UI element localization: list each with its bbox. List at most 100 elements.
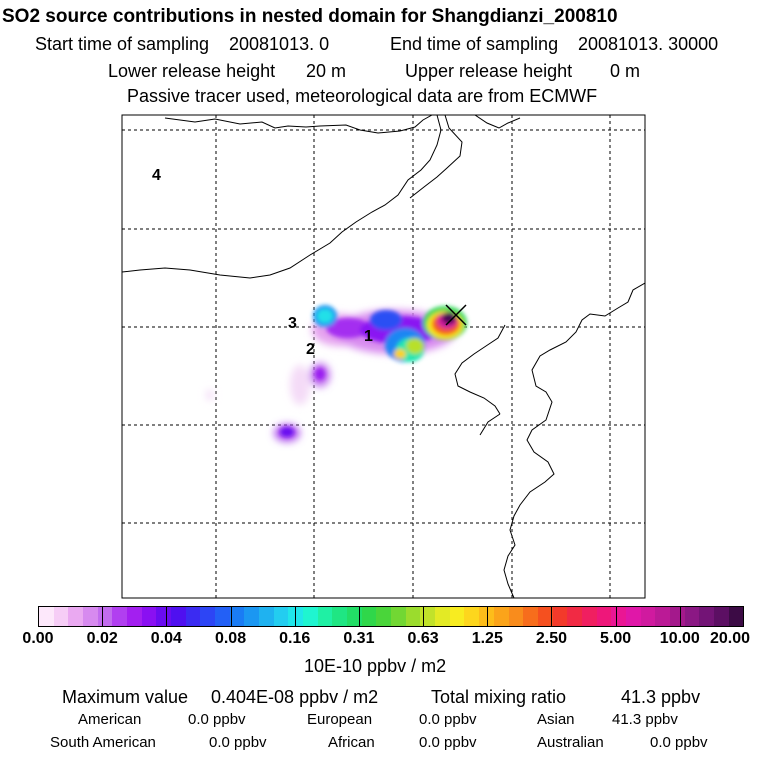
region-value: 0.0 ppbv [209,734,267,751]
region-name: European [307,711,373,728]
region-name: Asian [537,711,575,728]
colorbar-swatch [97,607,113,626]
region-value: 0.0 ppbv [650,734,708,751]
colorbar-swatch [171,607,186,626]
end-time-label: End time of sampling [390,34,559,54]
colorbar-swatch [53,607,69,626]
max-value: 0.404E-08 ppbv / m2 [211,687,379,707]
colorbar-swatch [229,607,245,626]
colorbar-swatch [288,607,304,626]
colorbar-divider [102,606,104,627]
start-time-label: Start time of sampling [35,34,210,54]
colorbar-divider [487,606,489,627]
source-label-3: 3 [288,315,297,332]
colorbar-swatch [611,607,626,626]
colorbar-divider [551,606,553,627]
region-name: South American [50,734,156,751]
colorbar-divider [230,606,232,627]
colorbar-divider [423,606,425,627]
map-frame [121,114,646,599]
lower-height-value: 20 m [306,61,347,81]
upper-height-label: Upper release height [405,61,573,81]
region-value: 0.0 ppbv [419,711,477,728]
colorbar-tick-label: 5.00 [600,630,632,647]
colorbar-swatch [493,607,509,626]
colorbar-swatch [361,607,377,626]
colorbar-tick-label: 0.02 [86,630,118,647]
region-value: 0.0 ppbv [188,711,246,728]
colorbar-swatch [669,607,685,626]
colorbar-tick-label: 0.63 [407,630,439,647]
tracer-note: Passive tracer used, meteorological data… [127,86,598,106]
colorbar-swatch [625,607,641,626]
colorbar-tick-label: 0.31 [343,630,375,647]
colorbar-swatch [127,607,142,626]
colorbar-swatch [244,607,260,626]
colorbar-swatch [215,607,230,626]
colorbar-swatch [523,607,538,626]
total-mixing-label: Total mixing ratio [431,687,567,707]
upper-height-value: 0 m [610,61,641,81]
colorbar-tick-label: 0.04 [150,630,182,647]
colorbar-tick-label: 2.50 [535,630,568,647]
colorbar-swatch [699,607,714,626]
colorbar-swatch [259,607,274,626]
region-name: Australian [537,734,604,751]
total-mixing-value: 41.3 ppbv [621,687,701,707]
region-value: 0.0 ppbv [419,734,477,751]
colorbar-swatch [391,607,406,626]
colorbar-divider [358,606,360,627]
source-label-1: 1 [364,328,373,345]
page-title: SO2 source contributions in nested domai… [2,6,618,27]
colorbar-swatch [640,607,656,626]
colorbar-swatch [39,607,54,626]
colorbar-swatch [405,607,421,626]
colorbar-swatch [581,607,597,626]
colorbar-tick-label: 1.25 [471,630,503,647]
colorbar-swatch [684,607,700,626]
colorbar-swatch [317,607,333,626]
colorbar-swatch [200,607,216,626]
colorbar-swatch [185,607,201,626]
region-name: American [78,711,142,728]
colorbar-swatch [508,607,524,626]
region-name: African [328,734,375,751]
lower-height-label: Lower release height [108,61,276,81]
station-x-icon [445,304,467,326]
colorbar-divider [679,606,681,627]
colorbar-swatch [83,607,98,626]
colorbar-tick-label: 10.00 [659,630,700,647]
source-label-2: 2 [306,341,315,358]
colorbar-divider [294,606,296,627]
colorbar-swatch [449,607,465,626]
colorbar-divider [166,606,168,627]
colorbar-swatch [420,607,436,626]
colorbar-swatch [655,607,670,626]
concentration-plume [206,305,467,442]
start-time-value: 20081013. 0 [229,34,330,54]
colorbar-swatch [332,607,348,626]
max-value-label: Maximum value [62,687,189,707]
colorbar-swatch [112,607,128,626]
colorbar-swatch [596,607,612,626]
map-panel [121,114,646,599]
colorbar-swatch [68,607,84,626]
end-time-value: 20081013. 30000 [578,34,719,54]
colorbar-swatch [376,607,392,626]
colorbar-tick-label: 0.08 [214,630,247,647]
colorbar [38,606,744,627]
colorbar-tick-label: 0.00 [22,630,54,647]
colorbar-swatch [156,607,172,626]
colorbar-swatch [537,607,553,626]
colorbar-swatch [552,607,568,626]
colorbar-swatch [464,607,480,626]
colorbar-swatch [479,607,494,626]
colorbar-swatch [435,607,450,626]
region-value: 41.3 ppbv [612,711,678,728]
colorbar-swatch [728,607,744,626]
colorbar-tick-label: 20.00 [709,630,751,647]
colorbar-swatch [347,607,362,626]
colorbar-swatch [713,607,729,626]
colorbar-divider [615,606,617,627]
colorbar-unit: 10E-10 ppbv / m2 [304,656,447,676]
